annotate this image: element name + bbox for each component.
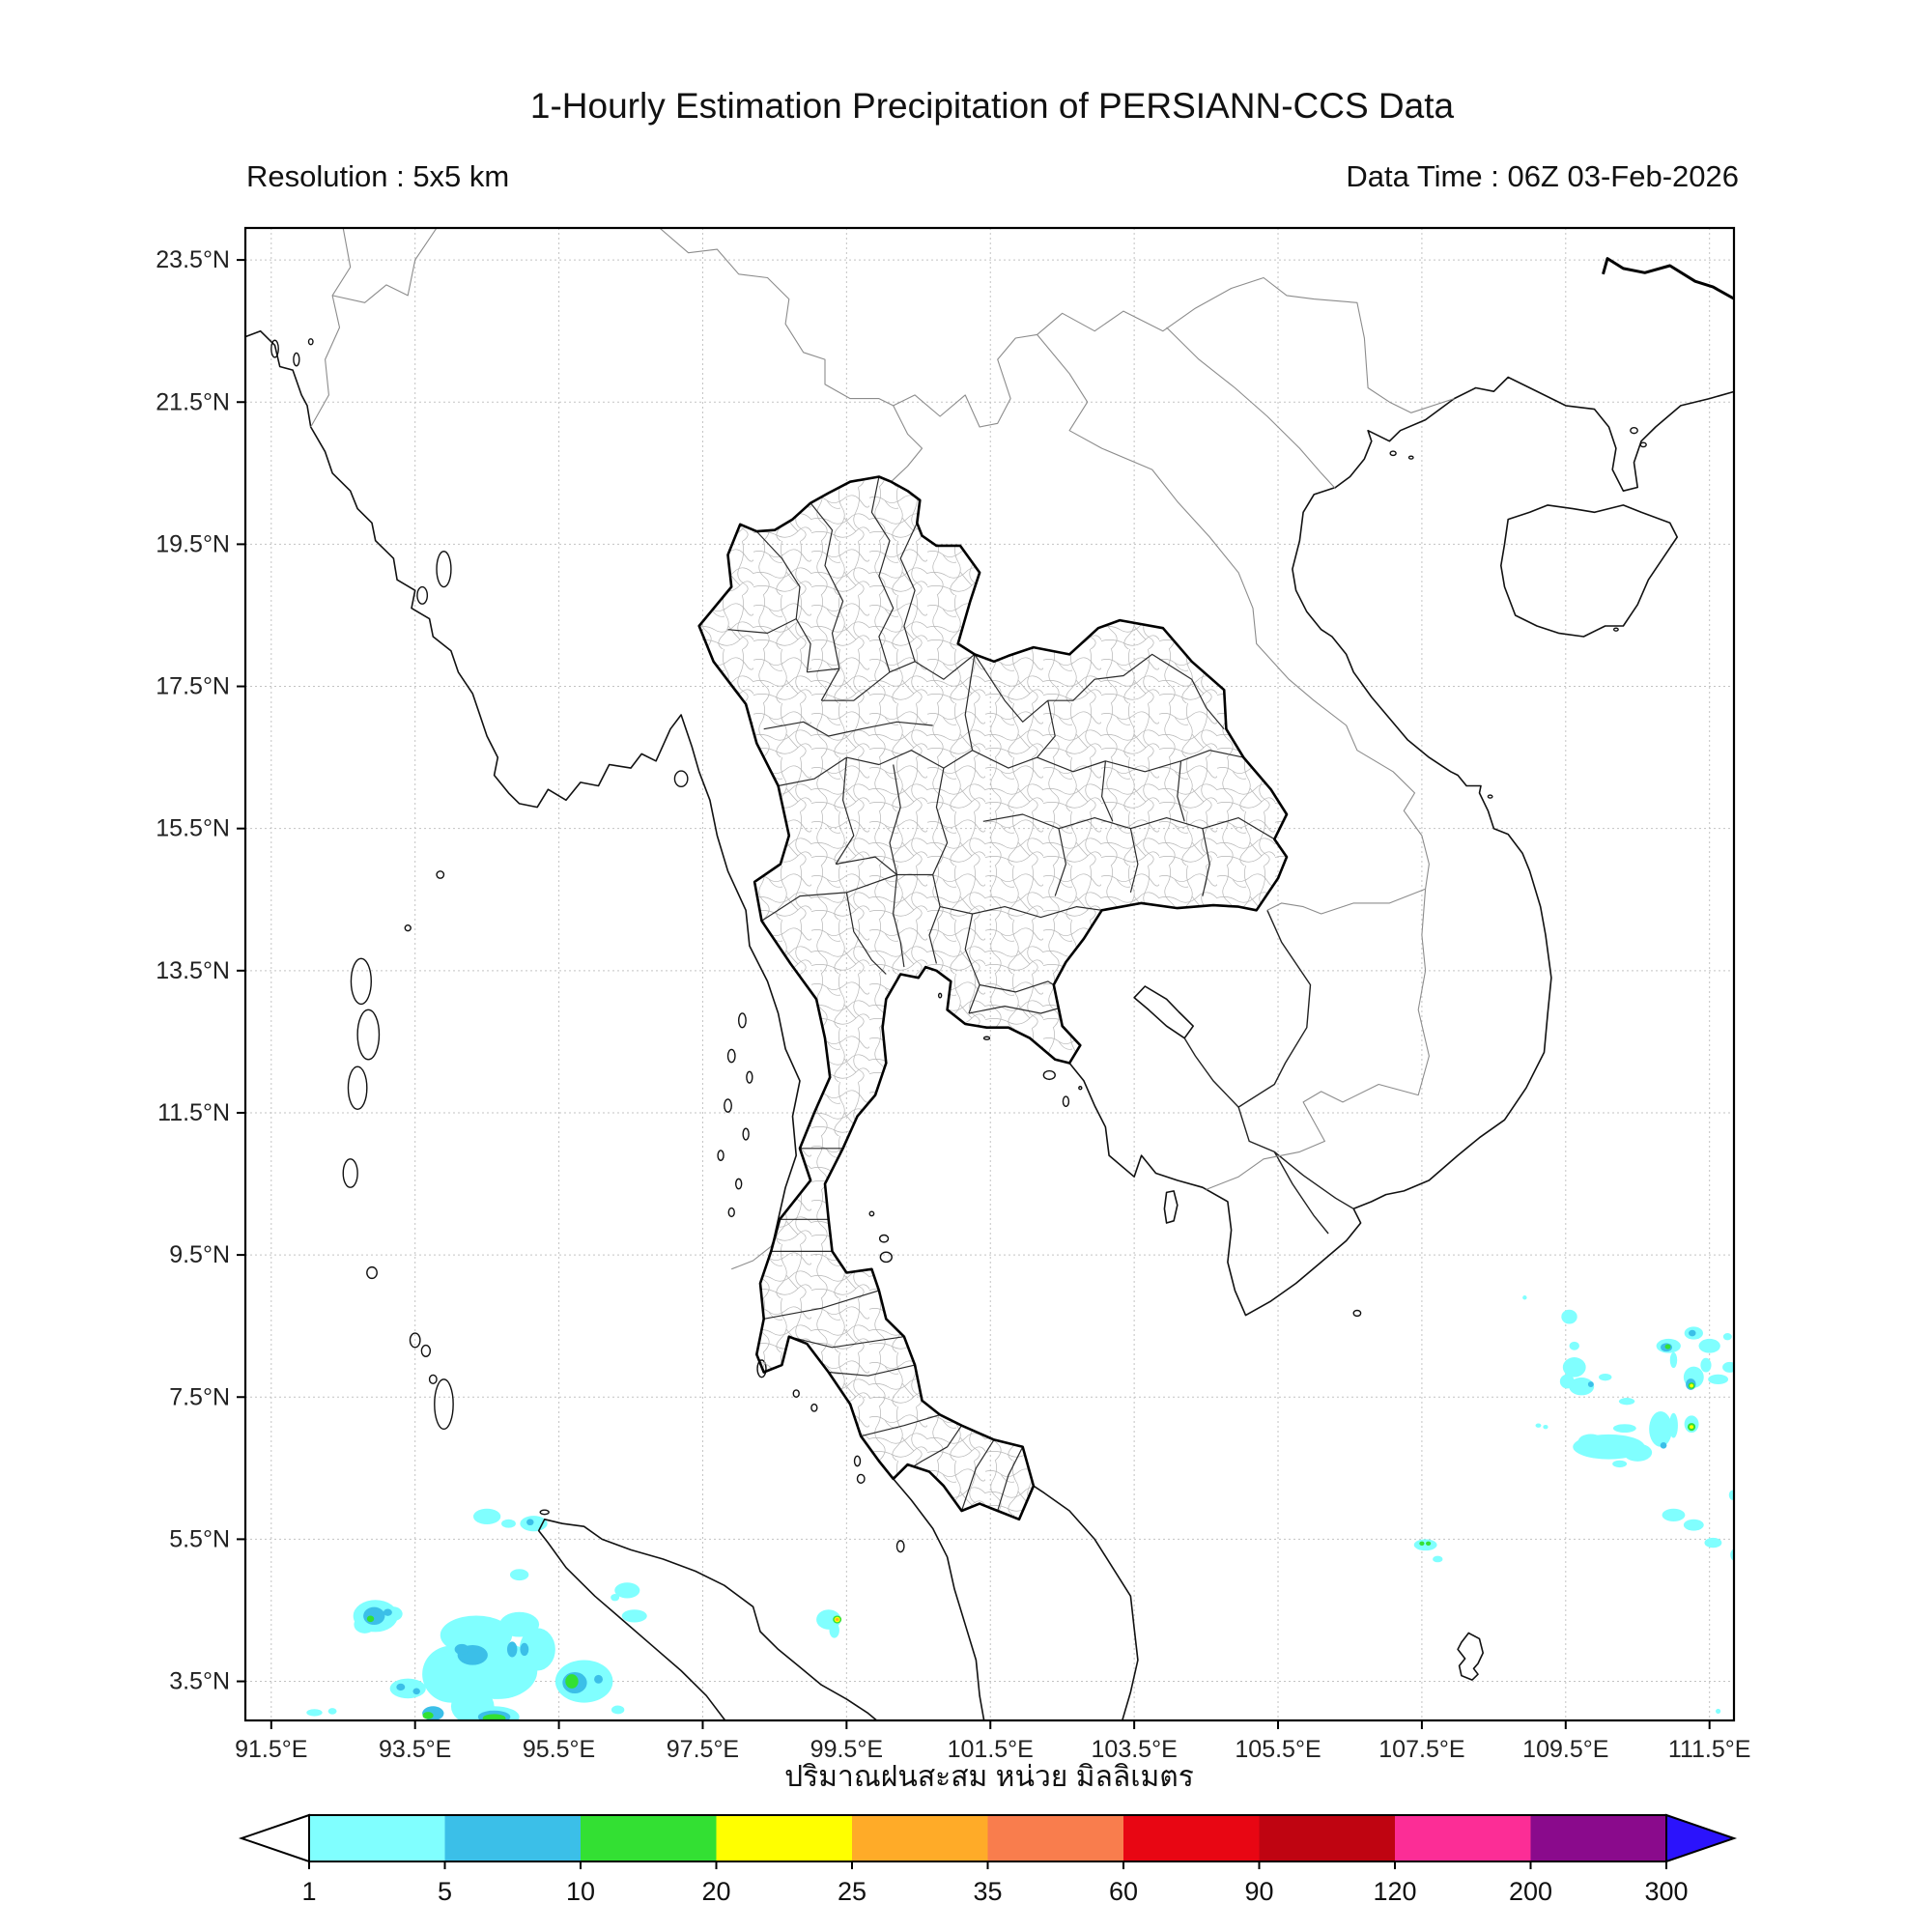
lon-tick-107.5°E: 107.5°E [1378,1736,1464,1763]
lat-tick-17.5°N: 17.5°N [156,673,230,700]
colorbar: 1 5 10 20 25 35 60 90 120 200 300 [238,1813,1738,1906]
geography-layer [245,228,1734,1720]
lat-tick-19.5°N: 19.5°N [156,530,230,557]
colorbar-label-120: 120 [1373,1877,1416,1906]
lat-tick-21.5°N: 21.5°N [156,388,230,415]
lon-tick-99.5°E: 99.5°E [810,1736,883,1763]
lat-tick-5.5°N: 5.5°N [169,1525,230,1552]
colorbar-label-20: 20 [701,1877,730,1906]
lon-tick-91.5°E: 91.5°E [235,1736,307,1763]
colorbar-label-300: 300 [1644,1877,1688,1906]
lat-tick-13.5°N: 13.5°N [156,957,230,984]
colorbar-label-60: 60 [1109,1877,1138,1906]
lat-tick-11.5°N: 11.5°N [157,1099,230,1126]
lon-tick-111.5°E: 111.5°E [1668,1736,1751,1763]
colorbar-label-10: 10 [566,1877,595,1906]
lat-tick-23.5°N: 23.5°N [156,246,230,273]
lat-tick-3.5°N: 3.5°N [169,1668,230,1695]
colorbar-label-25: 25 [838,1877,867,1906]
figure-title: 1-Hourly Estimation Precipitation of PER… [530,86,1455,126]
colorbar-label-35: 35 [973,1877,1002,1906]
lon-tick-93.5°E: 93.5°E [379,1736,451,1763]
axis-labels: 91.5°E 93.5°E 95.5°E 97.5°E 99.5°E 101.5°E 103… [156,246,1750,1763]
lat-tick-7.5°N: 7.5°N [169,1383,230,1410]
lon-tick-101.5°E: 101.5°E [948,1736,1034,1763]
lat-tick-9.5°N: 9.5°N [169,1241,230,1268]
colorbar-label-1: 1 [301,1877,316,1906]
colorbar-label-90: 90 [1244,1877,1273,1906]
lon-tick-95.5°E: 95.5°E [523,1736,595,1763]
lon-tick-103.5°E: 103.5°E [1092,1736,1178,1763]
xaxis-caption-thai: ปริมาณฝนสะสม หน่วย มิลลิเมตร [784,1761,1194,1793]
precipitation-layer [306,1295,1734,1720]
lon-tick-109.5°E: 109.5°E [1522,1736,1608,1763]
colorbar-label-5: 5 [438,1877,452,1906]
lon-tick-97.5°E: 97.5°E [667,1736,739,1763]
lon-tick-105.5°E: 105.5°E [1235,1736,1321,1763]
lat-tick-15.5°N: 15.5°N [156,815,230,842]
colorbar-label-200: 200 [1509,1877,1552,1906]
data-time-label: Data Time : 06Z 03-Feb-2026 [1346,159,1739,193]
resolution-label: Resolution : 5x5 km [246,159,509,193]
